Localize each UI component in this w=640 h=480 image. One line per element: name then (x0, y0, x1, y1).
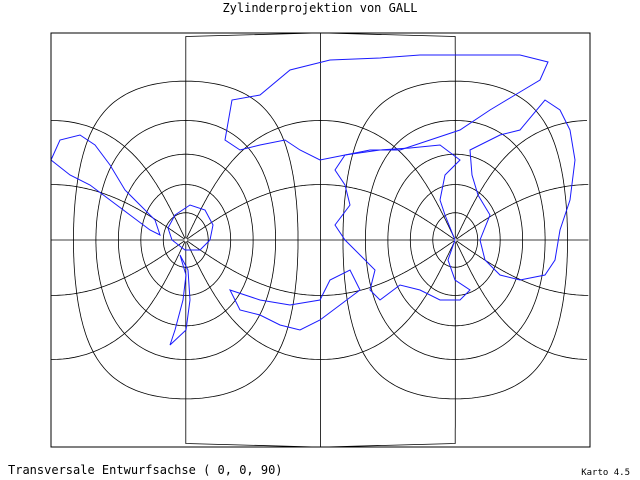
graticule-line (365, 119, 546, 361)
graticule-line (387, 153, 523, 327)
graticule-line (95, 119, 276, 361)
graticule-line (140, 184, 232, 296)
graticule-line (185, 241, 456, 447)
coastline (51, 134, 161, 236)
graticule-line (73, 80, 299, 400)
coastline (224, 54, 549, 161)
coastline (469, 99, 576, 281)
graticule-line (118, 153, 254, 327)
graticule-line (51, 33, 321, 447)
coastline (334, 144, 471, 301)
coastlines (51, 54, 576, 346)
projection-axis: Transversale Entwurfsachse ( 0, 0, 90) (8, 463, 283, 477)
graticule-line (409, 184, 501, 296)
map-frame (50, 32, 591, 448)
graticule-line (342, 80, 568, 400)
graticule (51, 33, 589, 447)
coastline (229, 269, 361, 331)
coastline (167, 204, 214, 251)
graticule-line (185, 33, 456, 239)
graticule-line (432, 212, 479, 268)
map-title: Zylinderprojektion von GALL (222, 1, 417, 15)
software-label: Karto 4.5 (581, 468, 630, 478)
coastline (169, 254, 191, 346)
